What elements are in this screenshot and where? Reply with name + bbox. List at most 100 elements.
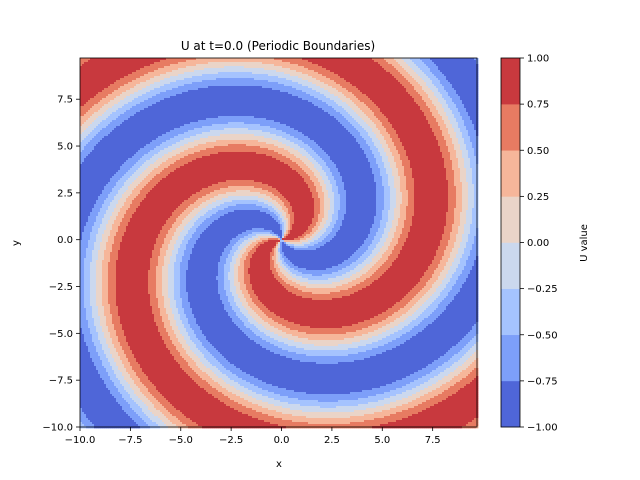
contour-cell bbox=[436, 72, 439, 75]
contour-cell bbox=[376, 72, 379, 75]
contour-cell bbox=[188, 64, 191, 67]
contour-cell bbox=[246, 74, 249, 77]
contour-cell bbox=[138, 68, 141, 71]
contour-cell bbox=[438, 62, 441, 65]
contour-cell bbox=[148, 62, 151, 65]
contour-cell bbox=[164, 80, 167, 83]
contour-cell bbox=[134, 60, 137, 63]
contour-cell bbox=[194, 70, 197, 73]
contour-cell bbox=[240, 70, 243, 73]
contour-cell bbox=[98, 60, 101, 63]
contour-cell bbox=[422, 68, 425, 71]
contour-cell bbox=[274, 66, 277, 69]
contour-cell bbox=[296, 74, 299, 77]
contour-cell bbox=[248, 62, 251, 65]
contour-cell bbox=[292, 62, 295, 65]
contour-cell bbox=[314, 64, 317, 67]
contour-cell bbox=[438, 66, 441, 69]
contour-cell bbox=[458, 74, 461, 77]
contour-cell bbox=[106, 76, 109, 79]
contour-cell bbox=[170, 60, 173, 63]
contour-cell bbox=[290, 70, 293, 73]
contour-cell bbox=[136, 74, 139, 77]
contour-cell bbox=[136, 70, 139, 73]
contour-cell bbox=[396, 78, 399, 81]
contour-cell bbox=[454, 68, 457, 71]
contour-cell bbox=[228, 58, 231, 61]
contour-cell bbox=[366, 60, 369, 63]
contour-cell bbox=[366, 58, 369, 61]
contour-cell bbox=[350, 68, 353, 71]
contour-cell bbox=[190, 60, 193, 63]
contour-cell bbox=[168, 78, 171, 81]
contour-cell bbox=[96, 66, 99, 69]
contour-cell bbox=[460, 62, 463, 65]
contour-cell bbox=[170, 66, 173, 69]
contour-cell bbox=[226, 68, 229, 71]
contour-cell bbox=[250, 68, 253, 71]
contour-cell bbox=[304, 72, 307, 75]
contour-cell bbox=[264, 80, 267, 83]
contour-cell bbox=[154, 78, 157, 81]
contour-cell bbox=[368, 78, 371, 81]
contour-cell bbox=[422, 58, 425, 61]
contour-cell bbox=[162, 60, 165, 63]
contour-cell bbox=[310, 64, 313, 67]
contour-cell bbox=[272, 64, 275, 67]
contour-cell bbox=[270, 80, 273, 83]
contour-cell bbox=[468, 68, 471, 71]
contour-cell bbox=[234, 78, 237, 81]
contour-cell bbox=[136, 58, 139, 61]
contour-cell bbox=[366, 62, 369, 65]
contour-cell bbox=[202, 78, 205, 81]
contour-cell bbox=[98, 58, 101, 61]
contour-cell bbox=[350, 58, 353, 61]
contour-cell bbox=[314, 70, 317, 73]
contour-cell bbox=[418, 60, 421, 63]
contour-cell bbox=[268, 64, 271, 67]
contour-cell bbox=[116, 62, 119, 65]
contour-cell bbox=[458, 68, 461, 71]
contour-cell bbox=[138, 64, 141, 67]
contour-cell bbox=[262, 64, 265, 67]
contour-cell bbox=[414, 70, 417, 73]
contour-cell bbox=[348, 62, 351, 65]
contour-cell bbox=[194, 64, 197, 67]
contour-cell bbox=[294, 68, 297, 71]
contour-cell bbox=[396, 62, 399, 65]
contour-cell bbox=[242, 72, 245, 75]
contour-cell bbox=[142, 64, 145, 67]
contour-cell bbox=[440, 70, 443, 73]
contour-cell bbox=[176, 72, 179, 75]
contour-cell bbox=[420, 62, 423, 65]
contour-cell bbox=[86, 58, 89, 61]
contour-cell bbox=[170, 80, 173, 83]
contour-cell bbox=[198, 76, 201, 79]
contour-cell bbox=[118, 66, 121, 69]
contour-cell bbox=[450, 68, 453, 71]
contour-cell bbox=[308, 60, 311, 63]
contour-cell bbox=[142, 76, 145, 79]
contour-cell bbox=[104, 60, 107, 63]
contour-cell bbox=[176, 66, 179, 69]
contour-cell bbox=[194, 80, 197, 83]
contour-cell bbox=[82, 76, 85, 79]
contour-cell bbox=[128, 78, 131, 81]
contour-cell bbox=[248, 64, 251, 67]
contour-cell bbox=[358, 70, 361, 73]
contour-cell bbox=[456, 72, 459, 75]
contour-cell bbox=[280, 64, 283, 67]
contour-cell bbox=[158, 74, 161, 77]
contour-cell bbox=[106, 70, 109, 73]
contour-cell bbox=[388, 60, 391, 63]
contour-cell bbox=[402, 70, 405, 73]
contour-cell bbox=[202, 60, 205, 63]
contour-cell bbox=[428, 78, 431, 81]
contour-cell bbox=[228, 68, 231, 71]
contour-cell bbox=[370, 58, 373, 61]
contour-cell bbox=[320, 66, 323, 69]
contour-cell bbox=[208, 60, 211, 63]
contour-cell bbox=[320, 72, 323, 75]
contour-cell bbox=[164, 78, 167, 81]
